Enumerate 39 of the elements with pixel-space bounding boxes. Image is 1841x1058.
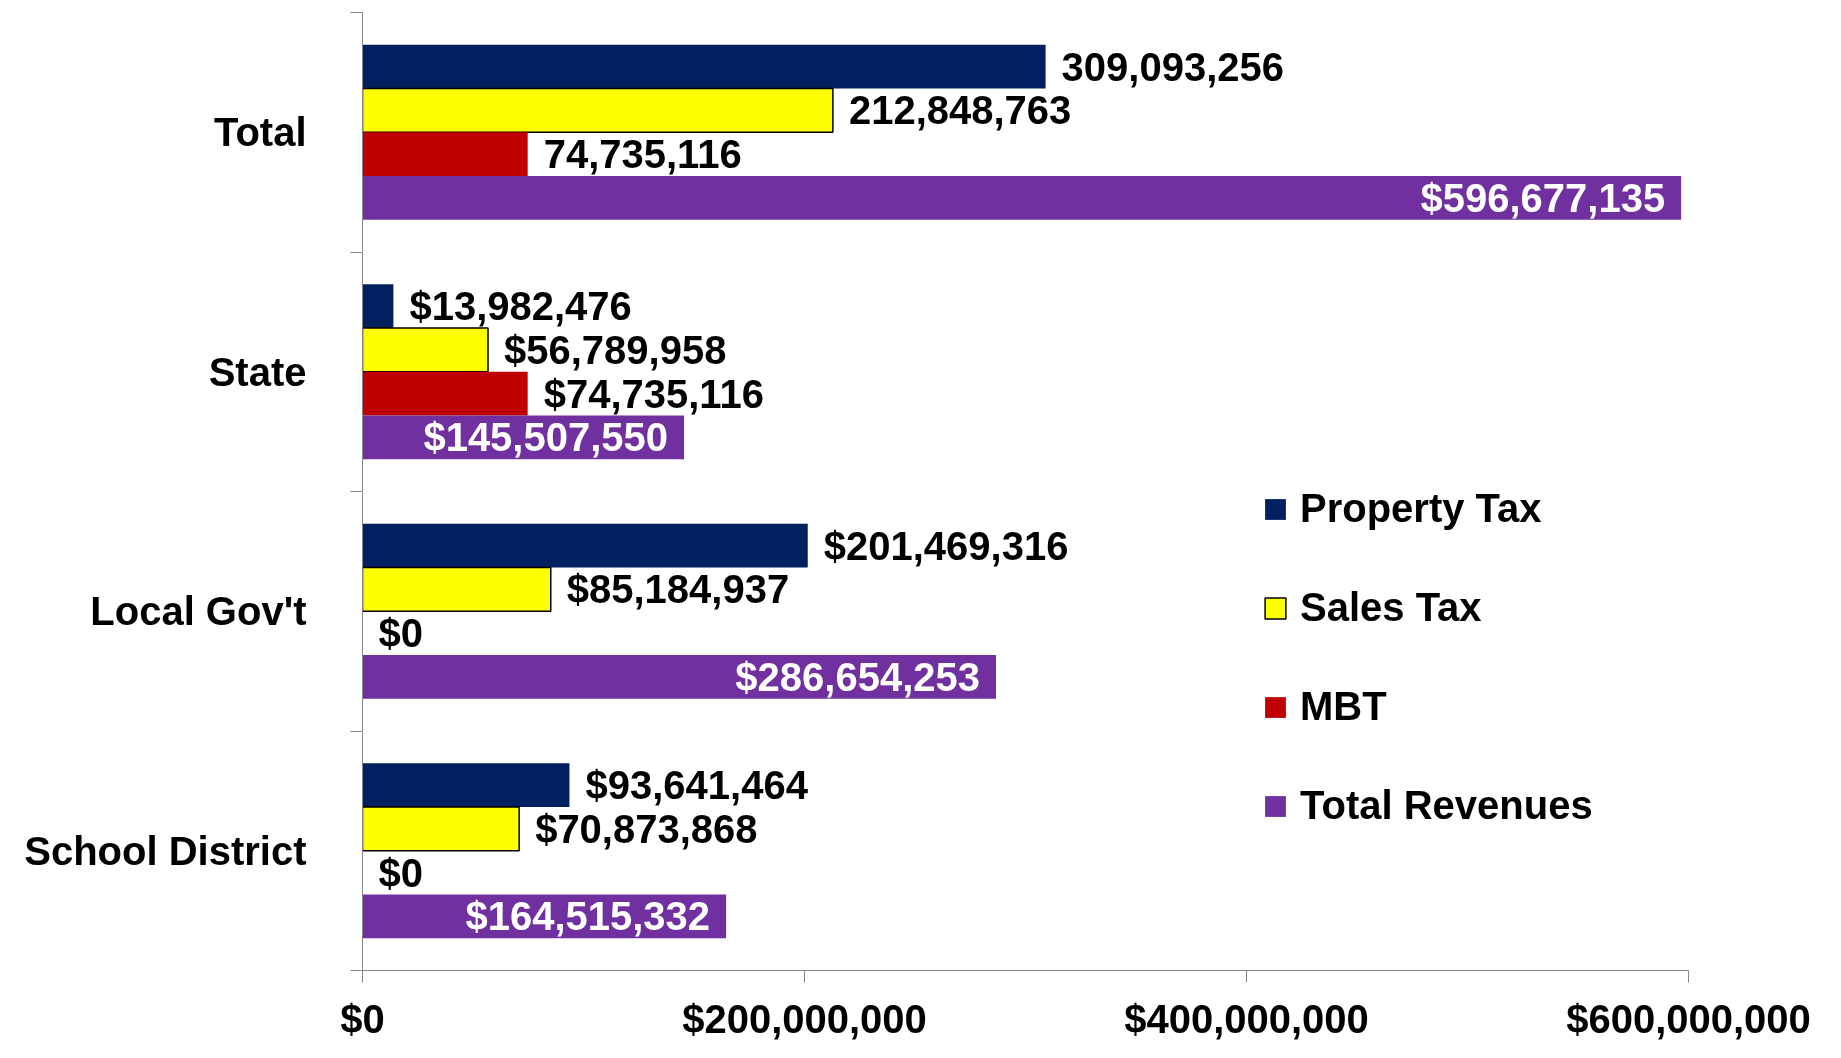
data-label: $145,507,550 [423,415,669,460]
bar [362,371,528,416]
data-label: $70,873,868 [535,806,758,851]
bar [362,132,528,176]
bar [362,523,808,568]
data-label: $56,789,958 [504,327,727,372]
bar [362,87,834,133]
data-label: 212,848,763 [848,88,1072,133]
x-tick-label: $0 [340,996,385,1041]
x-tick-label: $400,000,000 [1124,996,1369,1041]
legend-label: Property Tax [1300,486,1542,531]
y-tick-label: Total [213,110,307,155]
data-label: $13,982,476 [409,284,632,329]
legend-label: Sales Tax [1300,585,1482,630]
y-tick-label: Local Gov't [90,589,307,634]
y-tick-label: State [208,349,307,394]
bar [362,763,570,808]
data-label: $596,677,135 [1420,175,1666,220]
legend-label: Total Revenues [1300,783,1593,828]
x-tick-label: $200,000,000 [682,996,927,1041]
data-label: $164,515,332 [465,894,711,939]
x-tick-label: $600,000,000 [1566,996,1811,1041]
bar [362,806,520,852]
bar [362,566,552,612]
bar [362,284,394,329]
bar [362,175,1682,220]
data-label: $0 [378,611,423,656]
data-label: $85,184,937 [566,567,790,612]
data-label: 309,093,256 [1061,44,1285,89]
legend-label: MBT [1300,684,1387,729]
bar [362,44,1046,89]
data-label: $93,641,464 [585,763,809,808]
data-label: $201,469,316 [823,523,1069,568]
data-label: $0 [378,850,423,895]
bar [362,327,489,373]
data-label: $74,735,116 [543,371,764,416]
data-label: $286,654,253 [735,654,981,699]
data-label: 74,735,116 [543,132,742,177]
y-tick-label: School District [24,828,307,873]
